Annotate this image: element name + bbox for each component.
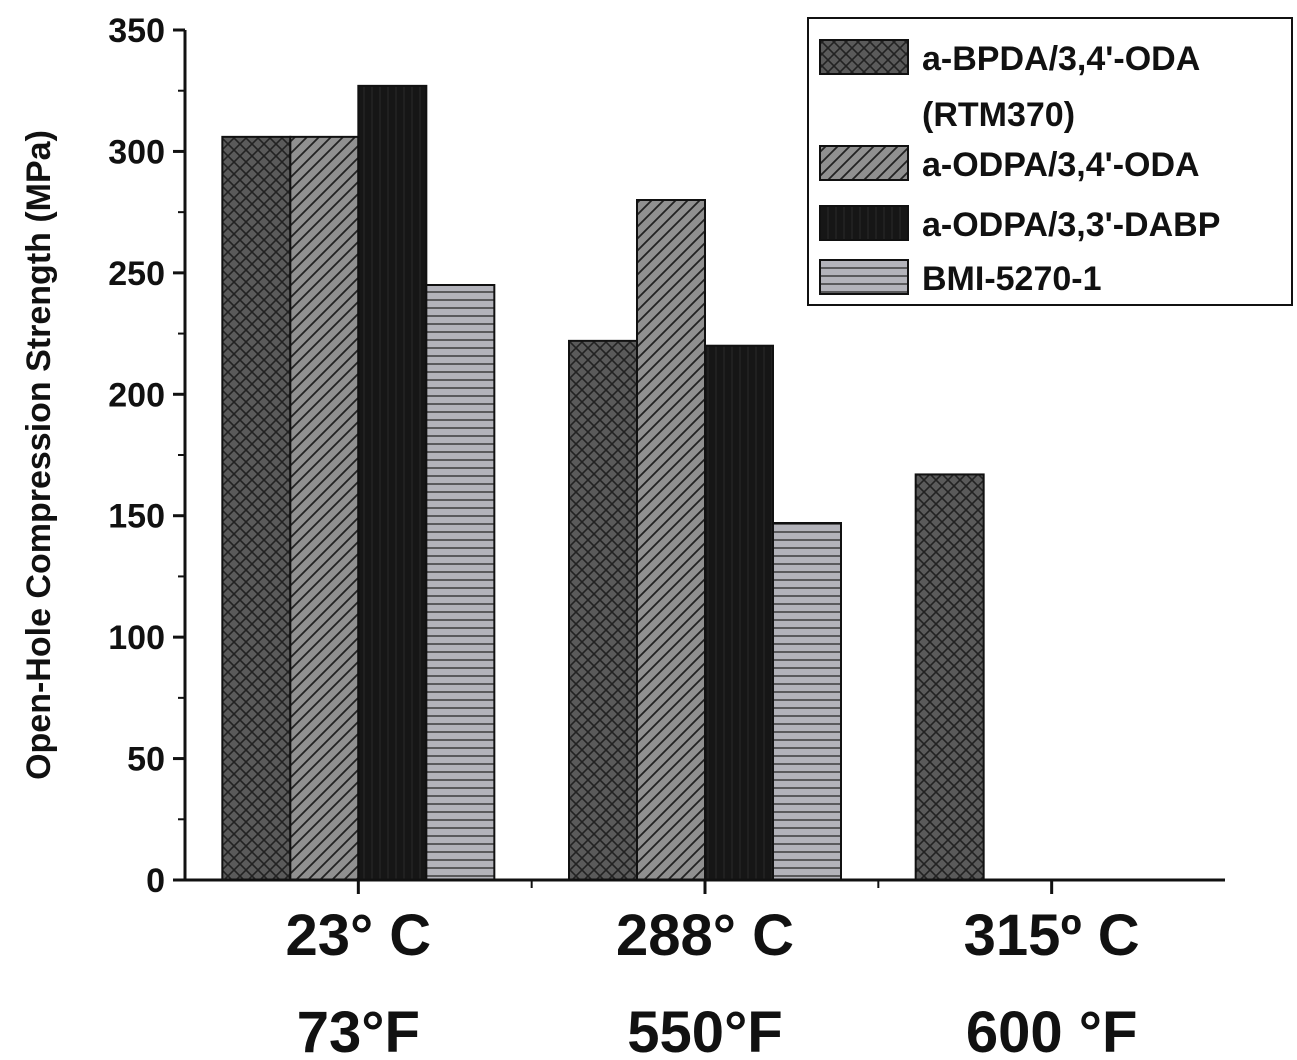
x-category-label-fahrenheit: 73°F <box>297 1000 420 1060</box>
y-tick-label: 200 <box>108 376 165 414</box>
legend-swatch-diagonal <box>819 145 909 181</box>
bar-horizontal-1 <box>772 522 842 881</box>
y-tick-label: 100 <box>108 619 165 657</box>
x-category-label-celsius: 288° C <box>616 903 794 968</box>
bar-crosshatch-1 <box>568 339 638 882</box>
legend-label: a-ODPA/3,4'-ODA <box>922 146 1200 184</box>
legend-label: a-ODPA/3,3'-DABP <box>922 206 1220 244</box>
bars-layer <box>221 84 985 882</box>
x-category-label-fahrenheit: 600 °F <box>966 1000 1138 1060</box>
y-tick-label: 350 <box>108 12 165 50</box>
x-category-label-celsius: 23° C <box>285 903 431 968</box>
legend-swatch-crosshatch <box>819 39 909 75</box>
legend-label: a-BPDA/3,4'-ODA <box>922 40 1200 78</box>
legend-label-line2: (RTM370) <box>922 96 1075 134</box>
x-category-label-celsius: 315º C <box>964 903 1140 968</box>
x-ticks: 23° C 73°F 288° C 550°F 315º C 600 °F <box>285 880 1140 1060</box>
bar-crosshatch-0 <box>221 135 292 882</box>
legend-swatch-solid-dark <box>819 205 909 241</box>
y-axis-title: Open-Hole Compression Strength (MPa) <box>20 130 58 780</box>
legend-label: BMI-5270-1 <box>922 260 1102 298</box>
bar-crosshatch-2 <box>914 473 985 881</box>
y-tick-label: 150 <box>108 498 165 536</box>
y-tick-label: 250 <box>108 255 165 293</box>
bar-diagonal-0 <box>289 135 360 882</box>
x-category-label-fahrenheit: 550°F <box>627 1000 782 1060</box>
bar-diagonal-1 <box>636 199 706 881</box>
y-tick-label: 300 <box>108 133 165 171</box>
y-tick-label: 0 <box>146 862 165 900</box>
legend-swatch-horizontal <box>819 259 909 295</box>
bar-solid-dark-0 <box>357 84 428 882</box>
y-ticks: 0 50 100 150 200 250 300 350 <box>108 12 185 900</box>
y-tick-label: 50 <box>127 741 165 779</box>
bar-horizontal-0 <box>425 284 496 881</box>
bar-solid-dark-1 <box>704 344 774 881</box>
legend: a-BPDA/3,4'-ODA (RTM370) a-ODPA/3,4'-ODA a-… <box>807 17 1293 306</box>
